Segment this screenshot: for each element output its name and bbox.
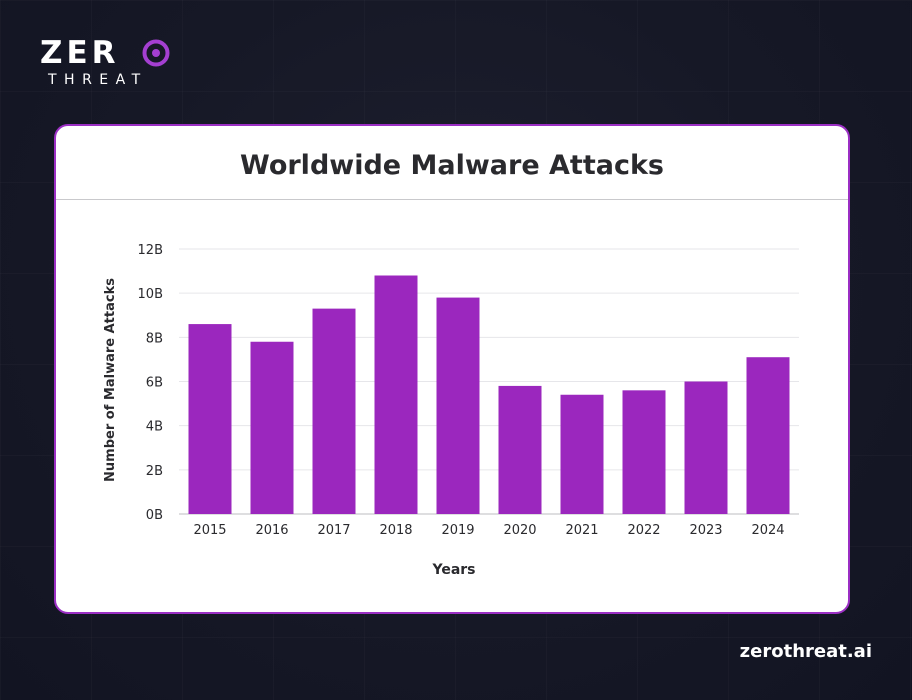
website-url[interactable]: zerothreat.ai (739, 641, 872, 662)
x-tick-label: 2016 (255, 523, 288, 538)
y-tick-label: 0B (146, 508, 163, 523)
bar-2018 (374, 275, 418, 514)
bar-2019 (436, 297, 480, 514)
x-axis-ticks: 2015 2016 2017 2018 2019 2020 2021 2022 2023 2024 (193, 523, 784, 538)
x-tick-label: 2015 (193, 523, 226, 538)
x-tick-label: 2018 (379, 523, 412, 538)
bars (188, 275, 790, 514)
bar-2016 (250, 341, 294, 514)
logo-target-icon (142, 39, 170, 67)
x-tick-label: 2021 (565, 523, 598, 538)
x-axis-label: Years (431, 562, 475, 578)
zerothreat-logo: ZER THREAT (40, 38, 180, 90)
logo-wordmark: ZER (40, 35, 120, 71)
bar-2021 (560, 394, 604, 514)
x-tick-label: 2024 (751, 523, 784, 538)
y-tick-label: 8B (146, 331, 163, 346)
x-tick-label: 2023 (689, 523, 722, 538)
bar-2023 (684, 381, 728, 514)
bar-2015 (188, 324, 232, 514)
y-tick-label: 12B (138, 243, 163, 258)
title-divider (56, 199, 848, 200)
x-tick-label: 2020 (503, 523, 536, 538)
y-tick-label: 6B (146, 376, 163, 391)
y-tick-label: 4B (146, 420, 163, 435)
logo-subtext: THREAT (48, 72, 148, 88)
bar-2020 (498, 385, 542, 514)
y-axis-label: Number of Malware Attacks (103, 278, 118, 482)
y-tick-label: 2B (146, 464, 163, 479)
x-tick-label: 2019 (441, 523, 474, 538)
x-tick-label: 2017 (317, 523, 350, 538)
chart-title: Worldwide Malware Attacks (240, 150, 664, 181)
bar-2022 (622, 390, 666, 514)
bar-2024 (746, 357, 790, 514)
y-axis-ticks: 0B 2B 4B 6B 8B 10B 12B (138, 243, 163, 523)
bar-chart: 0B 2B 4B 6B 8B 10B 12B 2015 2016 2017 2018 2019 202… (103, 243, 799, 578)
x-tick-label: 2022 (627, 523, 660, 538)
y-tick-label: 10B (138, 287, 163, 302)
chart-card: Worldwide Malware Attacks 0B 2B 4B 6B 8B 10B 1… (54, 124, 850, 614)
bar-2017 (312, 308, 356, 514)
